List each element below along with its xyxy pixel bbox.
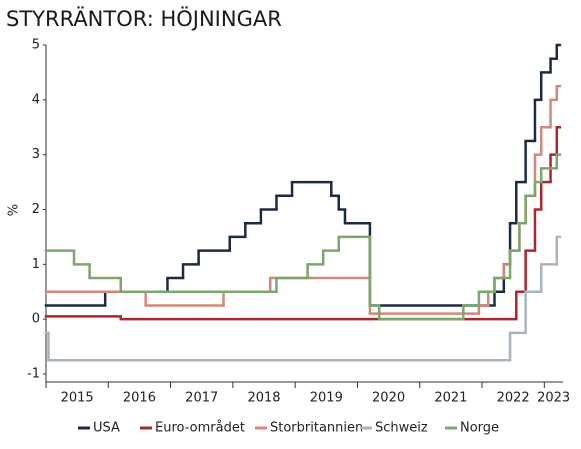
x-tick-label: 2018 — [247, 391, 280, 406]
legend-label: Storbritannien — [270, 421, 363, 436]
y-tick-label: 0 — [32, 312, 40, 327]
legend-label: Norge — [460, 421, 499, 436]
x-tick-label: 2020 — [372, 391, 405, 406]
y-tick-label: 3 — [32, 147, 40, 162]
legend-label: USA — [93, 421, 120, 436]
x-tick-label: 2023 — [537, 391, 570, 406]
x-tick-label: 2015 — [61, 391, 94, 406]
x-tick-label: 2017 — [185, 391, 218, 406]
y-tick-label: 1 — [32, 257, 40, 272]
x-tick-label: 2019 — [310, 391, 343, 406]
chart-title: STYRRÄNTOR: HÖJNINGAR — [6, 6, 282, 31]
legend-label: Schweiz — [375, 421, 428, 436]
y-axis-label: % — [7, 204, 22, 216]
x-tick-label: 2016 — [123, 391, 156, 406]
y-tick-label: 4 — [32, 92, 40, 107]
legend-label: Euro-området — [155, 421, 245, 436]
x-tick-label: 2021 — [434, 391, 467, 406]
x-tick-label: 2022 — [497, 391, 530, 406]
y-tick-label: -1 — [27, 367, 40, 382]
y-tick-label: 2 — [32, 202, 40, 217]
y-tick-label: 5 — [32, 38, 40, 53]
